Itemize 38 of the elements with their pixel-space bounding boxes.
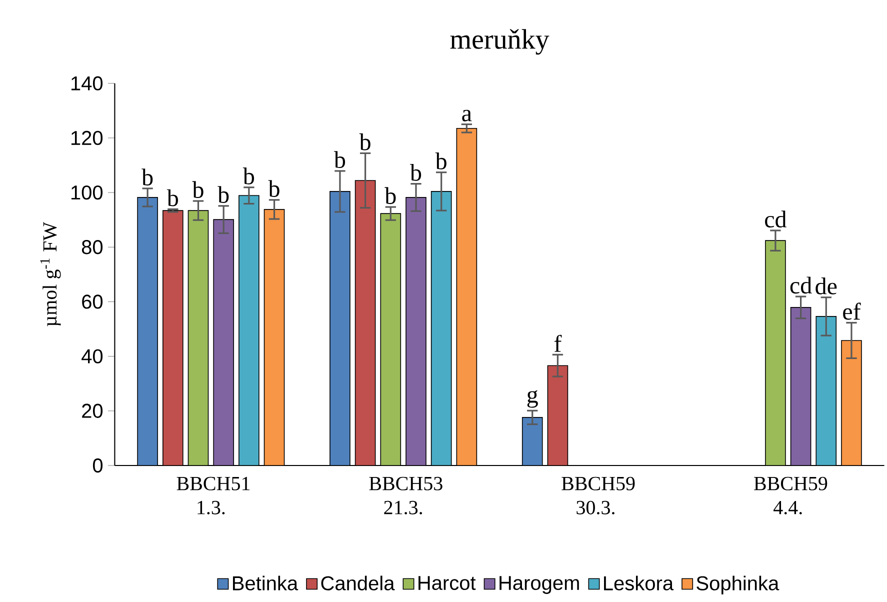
- data-label: b: [268, 180, 280, 197]
- data-label: b: [166, 189, 178, 206]
- data-label: b: [435, 152, 446, 170]
- data-label: cd: [765, 210, 786, 228]
- y-tick-label: 140: [71, 76, 103, 90]
- y-tick-label: 60: [82, 294, 103, 309]
- data-label: b: [410, 164, 422, 181]
- y-axis-title: µmol g$^{-1}$ FW: [40, 222, 61, 326]
- x-tick-label: BBCH53 21.3.: [369, 476, 442, 514]
- data-label: b: [384, 187, 396, 204]
- data-label: b: [192, 181, 204, 198]
- y-tick-label: 120: [71, 130, 103, 145]
- data-label: f: [554, 334, 562, 352]
- data-label: g: [527, 390, 538, 408]
- data-label: b: [142, 168, 153, 186]
- data-label: cd: [790, 276, 812, 294]
- y-tick-label: 40: [82, 349, 103, 364]
- legend-label: Betinka: [232, 576, 298, 590]
- y-tick-label: 100: [71, 185, 103, 200]
- legend-label: Harogem: [500, 576, 579, 594]
- x-tick-label: BBCH59 30.3.: [562, 476, 635, 514]
- x-tick-label: BBCH59 4.4.: [754, 476, 828, 514]
- y-tick-label: 80: [82, 240, 103, 254]
- legend-label: Leskora: [604, 576, 674, 590]
- data-label: b: [334, 151, 346, 168]
- legend-label: Candela: [321, 576, 395, 590]
- data-label: b: [242, 167, 254, 184]
- y-tick-label: 0: [92, 458, 103, 472]
- data-label: ef: [843, 302, 861, 320]
- data-label: de: [816, 277, 837, 294]
- chart-title: meruňky: [450, 29, 550, 55]
- y-tick-label: 20: [82, 404, 103, 418]
- x-tick-label: BBCH51 1.3.: [176, 476, 250, 514]
- legend-label: Harcot: [418, 576, 476, 590]
- data-label: b: [218, 186, 229, 203]
- data-label: a: [462, 110, 472, 122]
- legend-label: Sophinka: [696, 576, 780, 594]
- data-label: b: [359, 133, 370, 150]
